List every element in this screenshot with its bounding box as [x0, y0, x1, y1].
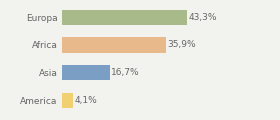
- Bar: [62, 10, 187, 25]
- Bar: [62, 93, 73, 108]
- Bar: [62, 37, 165, 53]
- Bar: [62, 65, 110, 80]
- Text: 16,7%: 16,7%: [111, 68, 140, 77]
- Text: 4,1%: 4,1%: [75, 96, 98, 105]
- Text: 43,3%: 43,3%: [188, 13, 217, 22]
- Text: 35,9%: 35,9%: [167, 41, 196, 49]
